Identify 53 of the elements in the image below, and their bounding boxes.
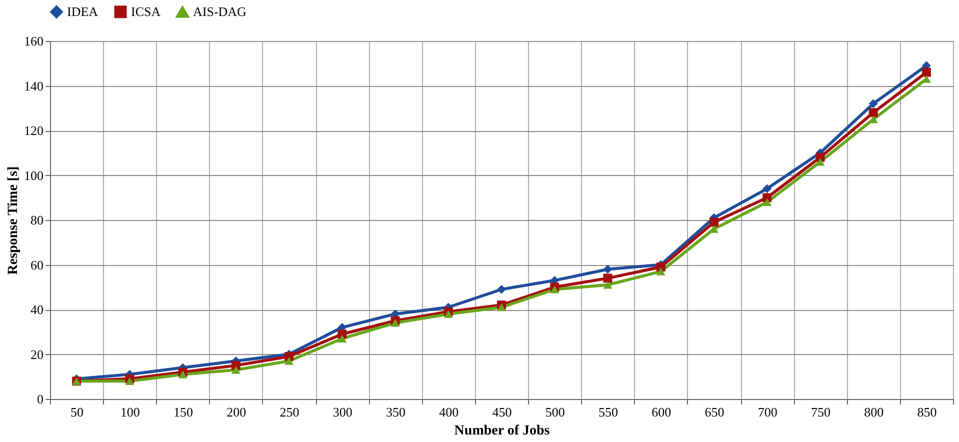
point	[444, 310, 453, 318]
x-tick-label: 350	[386, 404, 406, 420]
legend-label: AIS-DAG	[193, 4, 246, 20]
x-tick-label: 550	[598, 404, 618, 420]
x-tick-label: 400	[439, 404, 459, 420]
y-axis-title: Response Time [s]	[6, 166, 21, 275]
point	[284, 357, 294, 365]
x-tick-label: 800	[864, 404, 884, 420]
point	[125, 377, 134, 385]
x-tick-label: 500	[545, 404, 565, 420]
point	[762, 184, 772, 194]
legend-label: IDEA	[67, 4, 99, 19]
x-tick-label: 600	[652, 404, 672, 420]
y-tick-label: 20	[30, 346, 44, 362]
y-tick-label: 0	[37, 392, 44, 406]
x-tick-label: 200	[226, 404, 246, 420]
point	[338, 334, 347, 342]
point	[603, 281, 612, 289]
y-tick-label: 160	[24, 34, 44, 48]
x-tick-label: 700	[758, 404, 778, 420]
point	[390, 319, 400, 327]
point	[710, 218, 718, 227]
x-tick-label: 650	[704, 404, 724, 420]
x-tick-label: 100	[120, 404, 140, 420]
point	[603, 264, 612, 274]
legend-label: ICSA	[131, 4, 162, 19]
x-tick-label: 300	[332, 404, 352, 420]
x-tick-label: 150	[174, 404, 194, 420]
point	[231, 366, 240, 374]
x-tick-label: 50	[70, 404, 84, 420]
y-tick-label: 120	[24, 123, 44, 138]
point	[762, 198, 772, 206]
point	[922, 68, 931, 77]
y-tick-label: 100	[24, 168, 44, 183]
x-tick-label: 450	[492, 404, 512, 420]
point	[497, 284, 506, 294]
y-tick-label: 40	[30, 302, 44, 317]
x-tick-label: 750	[810, 404, 830, 420]
y-tick-label: 140	[24, 78, 44, 94]
point	[656, 268, 666, 276]
x-tick-label: 250	[280, 404, 300, 420]
point	[603, 274, 612, 283]
y-tick-label: 80	[30, 212, 44, 228]
point	[338, 330, 347, 339]
x-tick-label: 850	[917, 404, 937, 420]
y-tick-label: 60	[30, 257, 44, 272]
point	[868, 108, 878, 118]
x-axis-title: Number of Jobs	[454, 424, 550, 438]
point	[550, 285, 560, 294]
point	[868, 99, 878, 108]
point	[762, 193, 772, 202]
point	[178, 370, 188, 378]
point	[497, 303, 506, 312]
